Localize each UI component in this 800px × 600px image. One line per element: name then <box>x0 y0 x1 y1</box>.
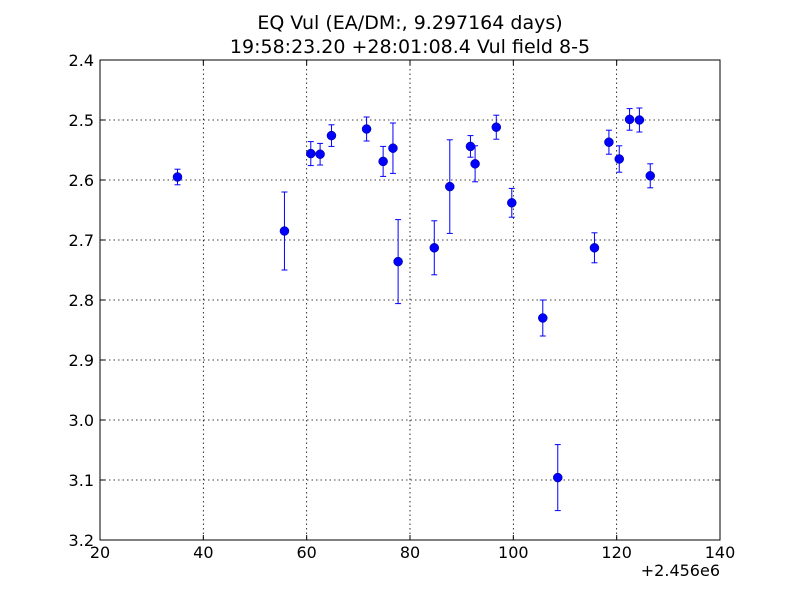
x-tick-label: 60 <box>296 543 316 562</box>
data-point-group <box>393 219 403 305</box>
data-point-group <box>491 114 502 140</box>
data-point <box>465 141 476 152</box>
data-point <box>604 137 614 147</box>
x-tick-label: 100 <box>498 543 529 562</box>
y-tick-label: 3.1 <box>69 471 94 490</box>
data-point-group <box>589 232 600 264</box>
data-point-group <box>634 107 645 133</box>
data-point-group <box>326 124 337 147</box>
y-tick-label: 2.5 <box>69 111 94 130</box>
data-point <box>624 114 635 125</box>
x-offset-label: +2.456e6 <box>641 561 720 580</box>
data-point-group <box>645 163 655 189</box>
data-point <box>315 149 325 159</box>
data-point <box>645 171 655 181</box>
chart-title-line2: 19:58:23.20 +28:01:08.4 Vul field 8-5 <box>230 36 590 58</box>
data-point-group <box>388 122 398 174</box>
y-tick-label: 3.0 <box>69 411 94 430</box>
data-point <box>361 124 372 134</box>
data-point-group <box>604 129 614 155</box>
data-point <box>634 115 645 125</box>
x-tick-label: 80 <box>400 543 420 562</box>
data-point-group <box>470 145 480 183</box>
data-point <box>491 122 502 132</box>
data-point <box>614 154 624 164</box>
data-series <box>172 107 655 512</box>
y-tick-label: 2.7 <box>69 231 94 250</box>
data-point-group <box>507 187 517 218</box>
x-tick-label: 40 <box>193 543 213 562</box>
data-point-group <box>306 141 316 167</box>
data-point <box>445 181 455 192</box>
data-point <box>553 472 563 483</box>
data-point <box>172 172 183 182</box>
y-tick-label: 3.2 <box>69 531 94 550</box>
data-point <box>589 243 600 253</box>
data-point-group <box>553 444 563 512</box>
data-point-group <box>172 168 183 186</box>
grid <box>100 60 720 540</box>
data-point-group <box>614 145 624 173</box>
data-point <box>326 130 337 141</box>
data-point <box>393 256 403 267</box>
axis-tick-labels: 20 40 60 80 100 120 140 2.4 2.5 2.6 2.7 2.8 2.9 3.0 3.… <box>69 51 736 562</box>
data-point-group <box>624 108 635 131</box>
data-point-group <box>279 191 290 271</box>
y-tick-label: 2.4 <box>69 51 94 70</box>
plot-frame <box>99 59 721 541</box>
data-point-group <box>361 116 372 142</box>
chart-title-line1: EQ Vul (EA/DM:, 9.297164 days) <box>257 12 562 34</box>
y-tick-label: 2.9 <box>69 351 94 370</box>
data-point <box>306 148 316 159</box>
y-tick-label: 2.6 <box>69 171 94 190</box>
x-tick-label: 140 <box>705 543 736 562</box>
data-point <box>429 243 440 253</box>
data-point <box>470 159 480 169</box>
data-point <box>507 198 517 208</box>
x-tick-label: 20 <box>90 543 110 562</box>
x-tick-label: 120 <box>601 543 632 562</box>
data-point-group <box>429 220 440 276</box>
y-tick-label: 2.8 <box>69 291 94 310</box>
data-point <box>279 226 290 236</box>
data-point-group <box>315 142 325 166</box>
data-point-group <box>538 299 548 337</box>
data-point <box>388 143 398 153</box>
data-point <box>378 156 388 167</box>
data-point-group <box>378 145 388 177</box>
data-point <box>538 313 548 323</box>
data-point-group <box>445 139 455 234</box>
